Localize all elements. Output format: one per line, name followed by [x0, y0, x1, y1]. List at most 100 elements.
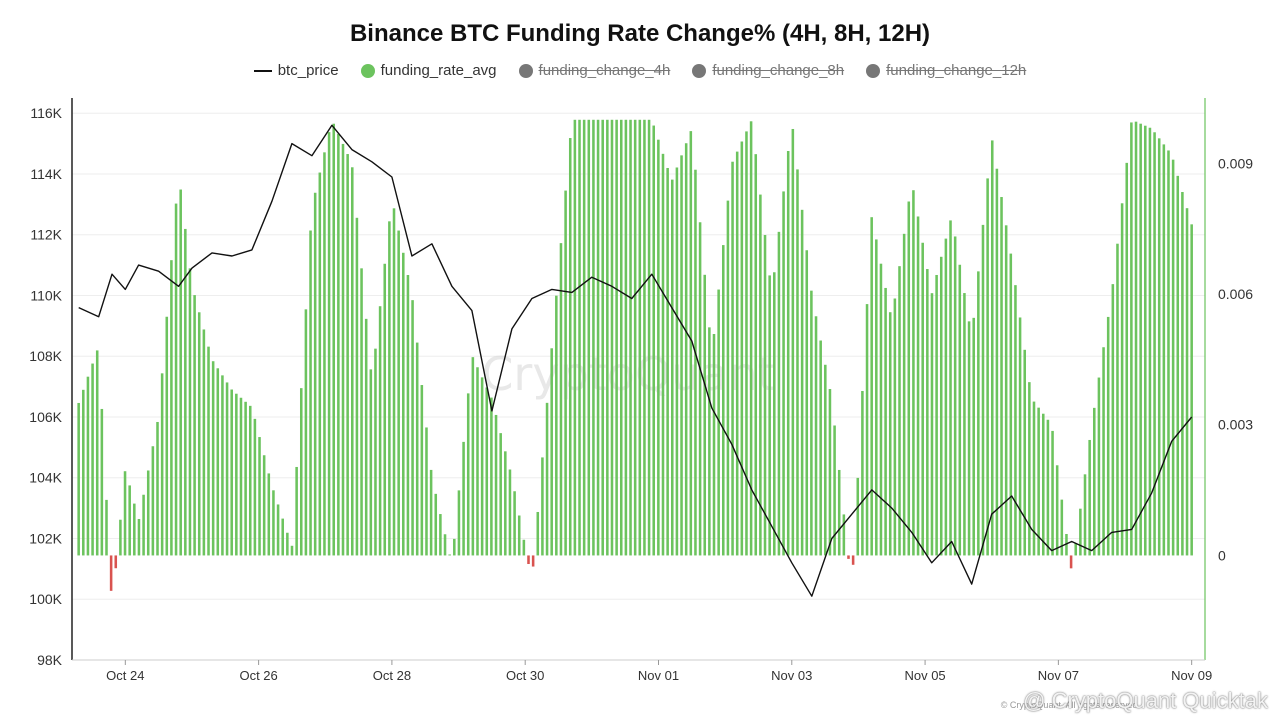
funding-bar-positive [958, 264, 962, 556]
chart-title: Binance BTC Funding Rate Change% (4H, 8H… [349, 20, 931, 47]
legend-item-btc-price[interactable]: btc_price [253, 62, 339, 79]
copyright-credit: © CryptoQuant. All rights reserved. [1000, 700, 1140, 710]
funding-bar-positive [105, 499, 108, 556]
funding-bar-positive [837, 469, 841, 556]
funding-bar-positive [207, 346, 210, 556]
funding-bar-positive [462, 441, 465, 556]
legend-item-funding-change-8h[interactable]: funding_change_8h [692, 62, 844, 79]
funding-bar-positive [568, 138, 572, 556]
x-tick-label: Oct 30 [506, 668, 544, 683]
funding-bar-positive [619, 119, 623, 556]
legend-item-funding-change-4h[interactable]: funding_change_4h [518, 62, 671, 79]
funding-bar-positive [907, 201, 911, 556]
funding-bar-positive [230, 389, 233, 556]
funding-bar-positive [587, 119, 591, 556]
y-right-tick-label: 0.003 [1218, 417, 1253, 433]
funding-bar-positive [425, 427, 428, 556]
funding-bar-positive [448, 554, 451, 556]
funding-bar-positive [541, 457, 544, 556]
funding-bar-positive [1074, 543, 1078, 556]
funding-bar-positive [485, 387, 489, 556]
funding-bar-positive [513, 491, 516, 556]
x-tick-label: Nov 07 [1038, 668, 1079, 683]
funding-bar-positive [749, 121, 753, 556]
legend-label: funding_change_4h [538, 62, 671, 79]
funding-bar-positive [1106, 316, 1110, 556]
funding-bar-positive [657, 139, 660, 556]
funding-bar-positive [879, 263, 883, 556]
funding-bar-positive [1060, 499, 1064, 556]
legend-dot-marker [518, 63, 533, 78]
funding-bar-positive [967, 321, 971, 556]
funding-bar-positive [888, 312, 892, 556]
funding-bar-positive [800, 209, 804, 556]
funding-bar-positive [1014, 285, 1017, 556]
funding-bar-positive [476, 367, 479, 556]
funding-bar-positive [494, 414, 498, 556]
funding-bar-positive [684, 143, 688, 556]
funding-bar-positive [1144, 125, 1147, 556]
funding-bar-positive [763, 234, 767, 556]
x-tick-label: Oct 28 [373, 668, 411, 683]
funding-bar-positive [939, 256, 943, 556]
funding-bar-positive [986, 178, 989, 556]
funding-bar-positive [694, 169, 697, 556]
funding-bar-positive [805, 250, 809, 556]
funding-bar-positive [926, 269, 929, 556]
funding-bar-positive [536, 511, 540, 556]
y-left-tick-label: 98K [37, 652, 63, 668]
y-left-tick-label: 110K [30, 287, 62, 303]
funding-bar-positive [1130, 122, 1133, 556]
funding-bar-positive [722, 245, 725, 556]
funding-bar-negative [847, 555, 850, 559]
chart-legend: btc_price funding_rate_avg funding_chang… [0, 62, 1280, 79]
funding-bar-positive [184, 228, 187, 556]
funding-bar-positive [323, 152, 326, 556]
funding-bar-positive [262, 455, 266, 556]
funding-bar-positive [123, 471, 127, 556]
y-left-tick-label: 106K [29, 409, 62, 425]
funding-bar-positive [555, 295, 558, 556]
funding-bar-positive [949, 220, 952, 556]
funding-bar-positive [388, 221, 391, 556]
funding-bar-positive [480, 377, 484, 556]
funding-bar-positive [675, 167, 679, 556]
funding-bar-positive [545, 402, 549, 556]
funding-bar-positive [1185, 208, 1189, 556]
funding-bar-positive [239, 397, 243, 556]
funding-bar-positive [963, 293, 966, 556]
funding-bar-positive [91, 363, 94, 556]
funding-bar-positive [773, 272, 776, 556]
funding-bar-positive [1116, 243, 1119, 556]
funding-bar-positive [912, 190, 915, 556]
legend-label: funding_change_12h [886, 62, 1027, 79]
funding-bar-positive [434, 493, 438, 556]
legend-item-funding-change-12h[interactable]: funding_change_12h [866, 62, 1026, 79]
legend-dot-marker [360, 63, 375, 78]
y-left-tick-label: 112K [30, 227, 62, 243]
funding-bar-positive [596, 119, 600, 556]
funding-bar-positive [248, 405, 252, 556]
funding-bar-positive [1093, 407, 1096, 556]
funding-bar-positive [902, 233, 906, 556]
funding-bar-positive [624, 119, 628, 556]
funding-bar-positive [861, 390, 864, 556]
funding-bar-positive [235, 393, 238, 556]
funding-bar-positive [216, 368, 220, 556]
funding-bar-positive [397, 230, 400, 556]
funding-bar-positive [629, 119, 632, 556]
funding-bar-positive [842, 514, 846, 556]
y-right-tick-label: 0.009 [1218, 155, 1253, 171]
legend-item-funding-rate-avg[interactable]: funding_rate_avg [360, 62, 497, 79]
funding-bar-positive [453, 538, 456, 556]
x-tick-label: Nov 09 [1171, 668, 1212, 683]
funding-bar-positive [402, 252, 405, 556]
funding-bar-positive [782, 191, 785, 556]
funding-bar-positive [1083, 474, 1087, 556]
funding-bar-positive [318, 172, 322, 556]
funding-bar-positive [378, 306, 382, 556]
funding-bar-positive [573, 119, 577, 556]
funding-bar-positive [786, 151, 790, 556]
funding-bar-positive [606, 119, 609, 556]
